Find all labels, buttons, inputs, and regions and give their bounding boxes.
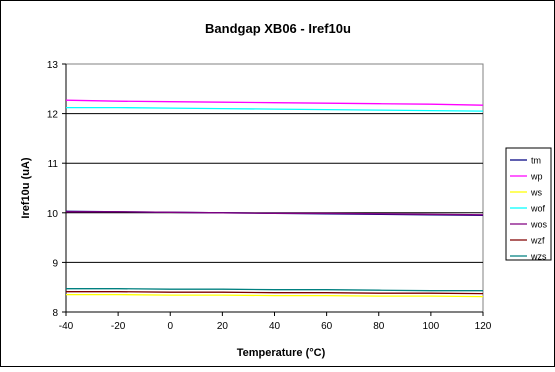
series-line-wos xyxy=(66,211,484,216)
y-tick-label: 11 xyxy=(48,159,59,170)
x-tick-label: 100 xyxy=(423,321,440,332)
legend-label-wp: wp xyxy=(530,172,543,182)
series-line-ws xyxy=(66,293,484,298)
x-tick-label: 20 xyxy=(217,321,229,332)
x-tick-label: 0 xyxy=(167,321,173,332)
legend-label-wos: wos xyxy=(530,220,548,230)
legend-label-wzs: wzs xyxy=(530,252,547,262)
plot-area xyxy=(65,63,484,313)
legend-label-wof: wof xyxy=(530,204,546,214)
x-tick-label: 40 xyxy=(269,321,281,332)
y-tick-label: 12 xyxy=(47,110,59,121)
legend-label-ws: ws xyxy=(530,188,542,198)
x-tick-label: 80 xyxy=(373,321,385,332)
x-tick-label: -20 xyxy=(111,321,126,332)
chart-title: Bandgap XB06 - Iref10u xyxy=(205,21,351,36)
legend: tm wp ws wof wos wzf wzs xyxy=(505,147,552,262)
y-tick-label: 9 xyxy=(52,258,58,269)
y-tick-label: 13 xyxy=(47,60,59,71)
y-tick-label: 10 xyxy=(47,209,59,220)
x-tick-label: 60 xyxy=(321,321,333,332)
x-tick-label: 120 xyxy=(475,321,492,332)
series-line-wzs xyxy=(66,288,483,292)
y-tick-label: 8 xyxy=(52,308,58,319)
axes: 8 9 10 11 12 13 -40 -20 0 20 40 60 80 100 120 xyxy=(47,60,492,332)
series-line-wof xyxy=(66,106,484,112)
x-axis-label: Temperature (°C) xyxy=(237,347,326,359)
series-line-wzf xyxy=(66,291,484,295)
series-line-wp xyxy=(65,99,484,106)
y-axis-label: Iref10u (uA) xyxy=(20,157,32,218)
legend-box xyxy=(505,147,552,261)
series-lines xyxy=(65,99,484,298)
legend-label-wzf: wzf xyxy=(530,236,545,246)
x-tick-label: -40 xyxy=(59,321,74,332)
legend-label-tm: tm xyxy=(531,156,541,166)
